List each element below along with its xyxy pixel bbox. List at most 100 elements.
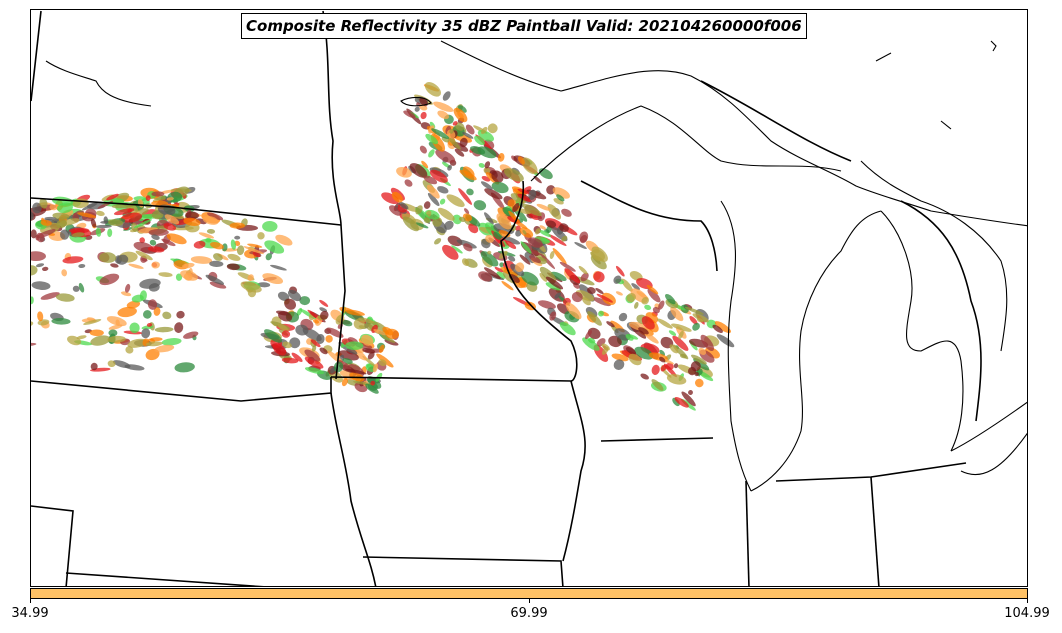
reflectivity-blob (631, 283, 640, 291)
reflectivity-blob (227, 253, 241, 261)
reflectivity-blob (591, 249, 606, 262)
reflectivity-blob (402, 216, 419, 232)
reflectivity-blob (520, 241, 532, 254)
reflectivity-blob (141, 328, 151, 339)
reflectivity-blob (44, 216, 57, 221)
reflectivity-blob (611, 353, 629, 362)
reflectivity-blob (385, 328, 400, 340)
reflectivity-blob (287, 289, 302, 302)
reflectivity-blob (651, 364, 660, 376)
reflectivity-blob (503, 168, 524, 182)
reflectivity-blob (692, 313, 709, 323)
reflectivity-blob (663, 363, 677, 378)
reflectivity-blob (461, 258, 470, 266)
reflectivity-blob (595, 287, 604, 295)
border-ia-west (330, 392, 377, 586)
reflectivity-blob (325, 335, 333, 343)
reflectivity-blob (262, 273, 284, 285)
reflectivity-blob (659, 356, 666, 363)
reflectivity-blob (478, 162, 485, 168)
reflectivity-blob (304, 356, 324, 369)
reflectivity-blob (541, 237, 551, 243)
michigan-thumb (880, 210, 964, 452)
border-il-in (745, 480, 750, 586)
reflectivity-blob (437, 207, 455, 221)
reflectivity-blob (459, 137, 468, 148)
colorbar (30, 588, 1028, 599)
reflectivity-blob (345, 341, 364, 351)
reflectivity-blob (110, 263, 119, 268)
reflectivity-blob (221, 243, 228, 252)
reflectivity-blob (370, 380, 376, 386)
reflectivity-blob (164, 214, 180, 225)
reflectivity-blob (205, 274, 225, 285)
reflectivity-blob (206, 228, 216, 234)
reflectivity-blob (120, 212, 143, 223)
reflectivity-blob (485, 234, 495, 243)
reflectivity-blob (463, 243, 473, 252)
reflectivity-blob (517, 188, 531, 195)
reflectivity-blob (236, 245, 245, 256)
reflectivity-blob (414, 106, 420, 112)
reflectivity-blob (31, 296, 34, 305)
reflectivity-blob (257, 232, 265, 240)
reflectivity-blob (145, 341, 163, 347)
reflectivity-blob (424, 82, 441, 97)
reflectivity-blob (51, 317, 71, 325)
reflectivity-blob (99, 252, 117, 263)
reflectivity-blob (149, 239, 157, 246)
reflectivity-blob (120, 291, 132, 297)
reflectivity-blob (99, 273, 120, 286)
reflectivity-blob (175, 273, 183, 281)
border-mn-wi (500, 180, 578, 382)
reflectivity-blob (684, 306, 704, 315)
reflectivity-blob (146, 322, 153, 327)
reflectivity-blob (659, 349, 666, 356)
reflectivity-blob (442, 244, 459, 260)
reflectivity-blob (391, 191, 403, 203)
reflectivity-blob (381, 334, 396, 343)
reflectivity-blob (299, 296, 311, 306)
reflectivity-blob (549, 311, 557, 321)
reflectivity-blob (381, 192, 400, 205)
lake-superior-south (530, 105, 842, 182)
reflectivity-blob (40, 219, 52, 226)
reflectivity-blob (112, 360, 131, 369)
reflectivity-blob (596, 293, 613, 303)
reflectivity-blob (491, 170, 504, 183)
reflectivity-blob (209, 260, 224, 268)
reflectivity-blob (547, 204, 562, 220)
reflectivity-blob (89, 329, 104, 337)
reflectivity-blob (464, 208, 470, 215)
reflectivity-blob (553, 198, 564, 205)
reflectivity-blob (474, 135, 485, 146)
reflectivity-blob (39, 198, 48, 209)
reflectivity-blob (56, 219, 67, 229)
reflectivity-blob (559, 321, 576, 336)
reflectivity-blob (666, 374, 687, 385)
reflectivity-blob (139, 278, 161, 289)
reflectivity-blob (151, 261, 160, 269)
reflectivity-blob (672, 335, 689, 351)
reflectivity-blob (484, 212, 494, 225)
colorbar-tick-right (1027, 599, 1028, 603)
reflectivity-blob (40, 292, 60, 300)
reflectivity-blob (587, 287, 596, 294)
reflectivity-blob (442, 91, 451, 101)
reflectivity-blob (515, 229, 522, 237)
reflectivity-blob (247, 274, 254, 282)
reflectivity-blob (59, 229, 70, 240)
reflectivity-blob (491, 181, 509, 194)
reflectivity-blob (587, 311, 602, 326)
reflectivity-blob (670, 306, 684, 322)
reflectivity-blob (714, 321, 731, 334)
reflectivity-blob (72, 285, 80, 292)
mi-island-2 (940, 120, 952, 130)
reflectivity-blob (373, 329, 387, 336)
reflectivity-blob (31, 321, 34, 327)
reflectivity-blob (539, 272, 548, 282)
reflectivity-blob (501, 280, 514, 291)
border-mi-up (700, 80, 852, 162)
reflectivity-blob (712, 324, 723, 333)
reflectivity-blob (613, 275, 622, 284)
